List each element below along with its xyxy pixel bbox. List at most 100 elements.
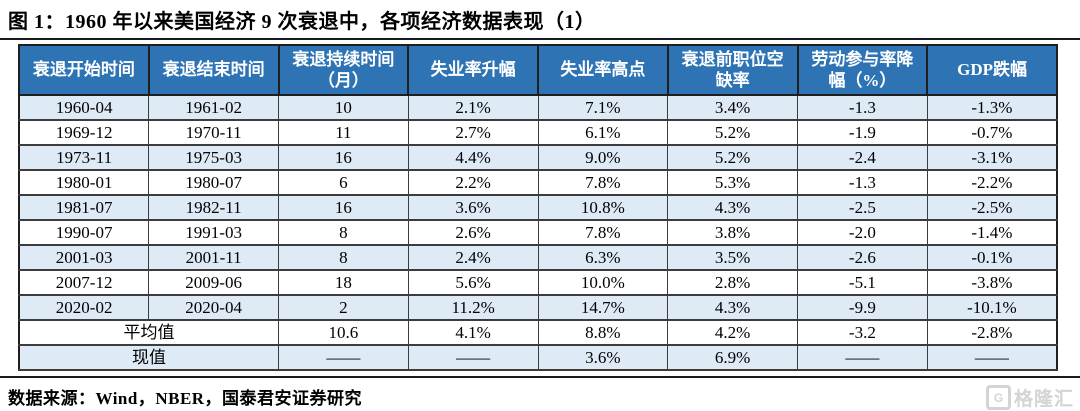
table-cell: 1981-07: [18, 194, 150, 221]
table-row: 2007-12 2009-06 18 5.6% 10.0% 2.8% -5.1 -3.8%: [18, 269, 1058, 296]
table-cell: 2.8%: [667, 269, 798, 296]
table-cell: 5.6%: [407, 269, 539, 296]
table-cell: 7.8%: [537, 219, 669, 246]
table-cell: 10.6: [278, 319, 409, 346]
gelonghui-logo-text: 格隆汇: [1013, 389, 1074, 410]
table-cell: ——: [926, 344, 1058, 371]
table-cell: 2020-04: [148, 294, 279, 321]
table-cell: 11: [278, 119, 409, 146]
table-cell: -1.3: [797, 94, 928, 121]
table-row: 1980-01 1980-07 6 2.2% 7.8% 5.3% -1.3 -2.2%: [18, 169, 1058, 196]
gelonghui-logo-icon: G: [985, 385, 1011, 410]
table-cell: -2.0: [797, 219, 928, 246]
column-header: 失业率升幅: [407, 44, 539, 96]
table-cell: 2.4%: [407, 244, 539, 271]
table-cell: 1990-07: [18, 219, 150, 246]
table-cell: 1960-04: [18, 94, 150, 121]
table-cell: 8: [278, 244, 409, 271]
table-cell: ——: [278, 344, 409, 371]
table-cell: -2.6: [797, 244, 928, 271]
table-cell: 7.1%: [537, 94, 669, 121]
table-cell: -2.8%: [926, 319, 1058, 346]
table-cell: 8: [278, 219, 409, 246]
table-cell: 1991-03: [148, 219, 279, 246]
gelonghui-watermark: G 格隆汇: [985, 384, 1074, 411]
table-cell: -3.8%: [926, 269, 1058, 296]
column-header: 劳动参与率降幅（%）: [796, 44, 929, 96]
table-cell: -9.9: [797, 294, 928, 321]
table-cell: 6.9%: [667, 344, 798, 371]
table-cell: 11.2%: [407, 294, 539, 321]
table-cell: 1973-11: [18, 144, 150, 171]
table-cell: 6.1%: [537, 119, 669, 146]
table-cell: 10: [278, 94, 409, 121]
table-cell: 4.3%: [667, 194, 798, 221]
table-cell: 8.8%: [537, 319, 669, 346]
table-cell: 1980-07: [148, 169, 279, 196]
table-cell: 1969-12: [18, 119, 150, 146]
column-header: 衰退持续时间（月）: [277, 44, 410, 96]
table-cell: 6.3%: [537, 244, 669, 271]
column-header: 衰退开始时间: [18, 44, 150, 96]
table-cell: 1975-03: [148, 144, 279, 171]
table-cell: 2: [278, 294, 409, 321]
table-cell: -5.1: [797, 269, 928, 296]
table-cell: -1.3: [797, 169, 928, 196]
table-row: 2001-03 2001-11 8 2.4% 6.3% 3.5% -2.6 -0.1%: [18, 244, 1058, 271]
table-cell: -0.1%: [926, 244, 1058, 271]
table-cell: 1970-11: [148, 119, 279, 146]
table-cell: -1.4%: [926, 219, 1058, 246]
table-cell: 4.1%: [407, 319, 539, 346]
table-cell: 1982-11: [148, 194, 279, 221]
table-cell: -3.1%: [926, 144, 1058, 171]
table-cell: 3.5%: [667, 244, 798, 271]
table-cell: 1961-02: [148, 94, 279, 121]
column-header: 衰退前职位空缺率: [666, 44, 799, 96]
table-row: 2020-02 2020-04 2 11.2% 14.7% 4.3% -9.9 -10.1%: [18, 294, 1058, 321]
table-cell: 2.1%: [407, 94, 539, 121]
table-row: 1981-07 1982-11 16 3.6% 10.8% 4.3% -2.5 -2.5%: [18, 194, 1058, 221]
summary-row-label: 平均值: [18, 319, 279, 346]
average-row: 平均值 10.6 4.1% 8.8% 4.2% -3.2 -2.8%: [18, 319, 1058, 346]
table-cell: -3.2: [797, 319, 928, 346]
table-cell: 3.4%: [667, 94, 798, 121]
table-cell: 2001-03: [18, 244, 150, 271]
table-cell: 5.2%: [667, 144, 798, 171]
table-cell: -1.9: [797, 119, 928, 146]
recession-data-table: 衰退开始时间 衰退结束时间 衰退持续时间（月） 失业率升幅 失业率高点 衰退前职位空缺率劳…: [18, 44, 1058, 371]
column-header: 衰退结束时间: [147, 44, 280, 96]
table-cell: 5.3%: [667, 169, 798, 196]
table-row: 1990-07 1991-03 8 2.6% 7.8% 3.8% -2.0 -1.4%: [18, 219, 1058, 246]
figure-title: 图 1：1960 年以来美国经济 9 次衰退中，各项经济数据表现（1）: [8, 11, 596, 33]
table-cell: 10.8%: [537, 194, 669, 221]
table-header-row: 衰退开始时间 衰退结束时间 衰退持续时间（月） 失业率升幅 失业率高点 衰退前职位空缺率劳…: [18, 44, 1058, 96]
table-cell: -0.7%: [926, 119, 1058, 146]
table-cell: 2.7%: [407, 119, 539, 146]
table-cell: 2001-11: [148, 244, 279, 271]
table-cell: 2.2%: [407, 169, 539, 196]
table-cell: -2.2%: [926, 169, 1058, 196]
table-cell: 1980-01: [18, 169, 150, 196]
table-cell: 3.8%: [667, 219, 798, 246]
table-cell: 9.0%: [537, 144, 669, 171]
table-cell: 3.6%: [407, 194, 539, 221]
table-divider: [0, 376, 1080, 378]
table-cell: 2.6%: [407, 219, 539, 246]
table-cell: 7.8%: [537, 169, 669, 196]
table-cell: -2.5: [797, 194, 928, 221]
table-row: 1969-12 1970-11 11 2.7% 6.1% 5.2% -1.9 -0.7%: [18, 119, 1058, 146]
table-row: 1973-11 1975-03 16 4.4% 9.0% 5.2% -2.4 -3.1%: [18, 144, 1058, 171]
current-value-row: 现值 —— —— 3.6% 6.9% —— ——: [18, 344, 1058, 371]
table-cell: -2.5%: [926, 194, 1058, 221]
table-cell: 5.2%: [667, 119, 798, 146]
table-row: 1960-04 1961-02 10 2.1% 7.1% 3.4% -1.3 -1.3%: [18, 94, 1058, 121]
table-cell: 6: [278, 169, 409, 196]
summary-row-label: 现值: [18, 344, 279, 371]
table-cell: 16: [278, 194, 409, 221]
table-cell: -1.3%: [926, 94, 1058, 121]
column-header: GDP跌幅: [926, 44, 1058, 96]
table-cell: 14.7%: [537, 294, 669, 321]
data-source-note: 数据来源：Wind，NBER，国泰君安证券研究: [8, 389, 363, 408]
figure-footer: 数据来源：Wind，NBER，国泰君安证券研究 G 格隆汇: [0, 378, 1080, 411]
table-cell: 10.0%: [537, 269, 669, 296]
